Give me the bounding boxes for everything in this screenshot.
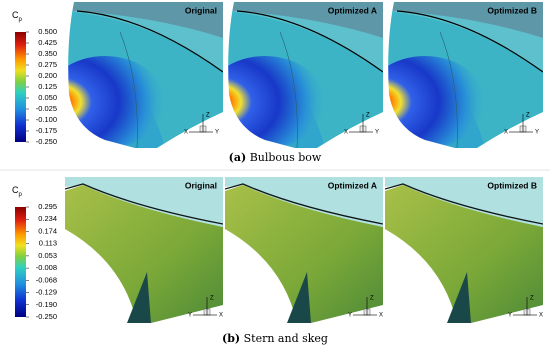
colorbar-tick-label: 0.113 <box>39 239 57 248</box>
colorbar-tick-label: 0.275 <box>38 60 57 69</box>
pressure-spot <box>385 56 485 148</box>
triad-label: X <box>344 130 348 136</box>
triad-label: Y <box>188 313 192 319</box>
colorbar-tick-label: -0.068 <box>36 275 57 284</box>
colorbar-tick-label: 0.050 <box>38 93 57 102</box>
triad-label: Z <box>210 296 214 302</box>
background <box>477 112 543 148</box>
image-label: Original <box>185 5 217 15</box>
upper-hull <box>225 177 383 227</box>
colorbar-tick-label: -0.025 <box>36 104 57 113</box>
colorbar-tick-label: -0.008 <box>36 263 57 272</box>
triad-label: Z <box>366 113 370 119</box>
hull-surface <box>385 185 543 323</box>
render-image: Original Z X Y <box>65 2 223 148</box>
colorbar-tick-label: 0.200 <box>38 71 57 80</box>
triad-label: X <box>504 130 508 136</box>
caption: (a) Bulbous bow <box>229 151 322 164</box>
render-image: Optimized A Z Y X <box>225 177 383 323</box>
triad-label: X <box>219 313 223 319</box>
triad-label: Y <box>535 130 539 136</box>
waterline <box>236 10 383 73</box>
triad-label: X <box>539 313 543 319</box>
colorbar-tick-label: 0.234 <box>38 214 57 223</box>
top-strip <box>65 2 223 38</box>
background <box>317 112 383 148</box>
triad-label: Y <box>348 313 352 319</box>
edge-line <box>385 183 543 225</box>
skeg <box>447 272 471 323</box>
image-label: Optimized B <box>487 180 537 190</box>
render-image: Original Z Y X <box>65 177 223 323</box>
edge-line <box>225 183 383 225</box>
colorbar-title: Cp <box>12 185 23 197</box>
pressure-spot <box>65 56 165 148</box>
background <box>225 2 295 148</box>
colorbar-title: Cp <box>12 10 23 22</box>
colorbar-label: C <box>12 185 19 195</box>
colorbar <box>15 32 26 142</box>
colorbar-subscript: p <box>19 192 23 198</box>
caption-text: Stern and skeg <box>244 332 328 345</box>
render-image: Optimized B Z X Y <box>385 2 543 148</box>
upper-hull <box>65 177 223 227</box>
section-line <box>279 31 298 148</box>
render-image: Optimized B Z Y X <box>385 177 543 323</box>
image-label: Optimized A <box>328 180 377 190</box>
triad-label: Z <box>526 113 530 119</box>
skeg <box>287 272 311 323</box>
upper-hull <box>385 177 543 227</box>
background <box>157 112 223 148</box>
waterline <box>76 10 223 73</box>
image-label: Original <box>185 180 217 190</box>
edge-line <box>65 183 223 225</box>
triad-label: X <box>379 313 383 319</box>
background <box>65 2 135 148</box>
caption-text: Bulbous bow <box>250 151 322 164</box>
hull-surface <box>65 185 223 323</box>
colorbar-tick-label: 0.350 <box>38 49 57 58</box>
colorbar-tick-label: 0.425 <box>38 38 57 47</box>
skeg <box>127 272 151 323</box>
top-strip <box>225 2 383 38</box>
triad-label: Y <box>508 313 512 319</box>
colorbar-tick-label: 0.295 <box>38 202 57 211</box>
colorbar-tick-label: -0.100 <box>36 115 57 124</box>
colorbar-tick-label: 0.053 <box>38 251 57 260</box>
image-label: Optimized B <box>487 5 537 15</box>
pressure-spot <box>225 56 325 148</box>
colorbar-subscript: p <box>19 17 23 23</box>
colorbar-label: C <box>12 10 19 20</box>
top-strip <box>385 2 543 38</box>
section-line <box>439 31 458 148</box>
waterline <box>396 10 543 73</box>
caption-letter: (a) <box>229 151 247 164</box>
caption-letter: (b) <box>222 332 240 345</box>
triad-label: Z <box>206 113 210 119</box>
colorbar-tick-label: -0.129 <box>36 288 57 297</box>
colorbar-tick-label: 0.174 <box>38 226 57 235</box>
section-line <box>119 31 138 148</box>
colorbar <box>15 207 26 317</box>
triad-label: Y <box>375 130 379 136</box>
render-image: Optimized A Z X Y <box>225 2 383 148</box>
caption: (b) Stern and skeg <box>222 332 328 345</box>
background <box>385 2 455 148</box>
colorbar-tick-label: 0.125 <box>38 82 57 91</box>
colorbar-tick-label: 0.500 <box>38 27 57 36</box>
colorbar-tick-label: -0.190 <box>36 300 57 309</box>
image-label: Optimized A <box>328 5 377 15</box>
triad-label: Z <box>370 296 374 302</box>
triad-label: Z <box>530 296 534 302</box>
colorbar-tick-label: -0.250 <box>36 312 57 321</box>
triad-label: Y <box>215 130 219 136</box>
hull-surface <box>225 185 383 323</box>
colorbar-tick-label: -0.175 <box>36 126 57 135</box>
colorbar-tick-label: -0.250 <box>36 137 57 146</box>
triad-label: X <box>184 130 188 136</box>
